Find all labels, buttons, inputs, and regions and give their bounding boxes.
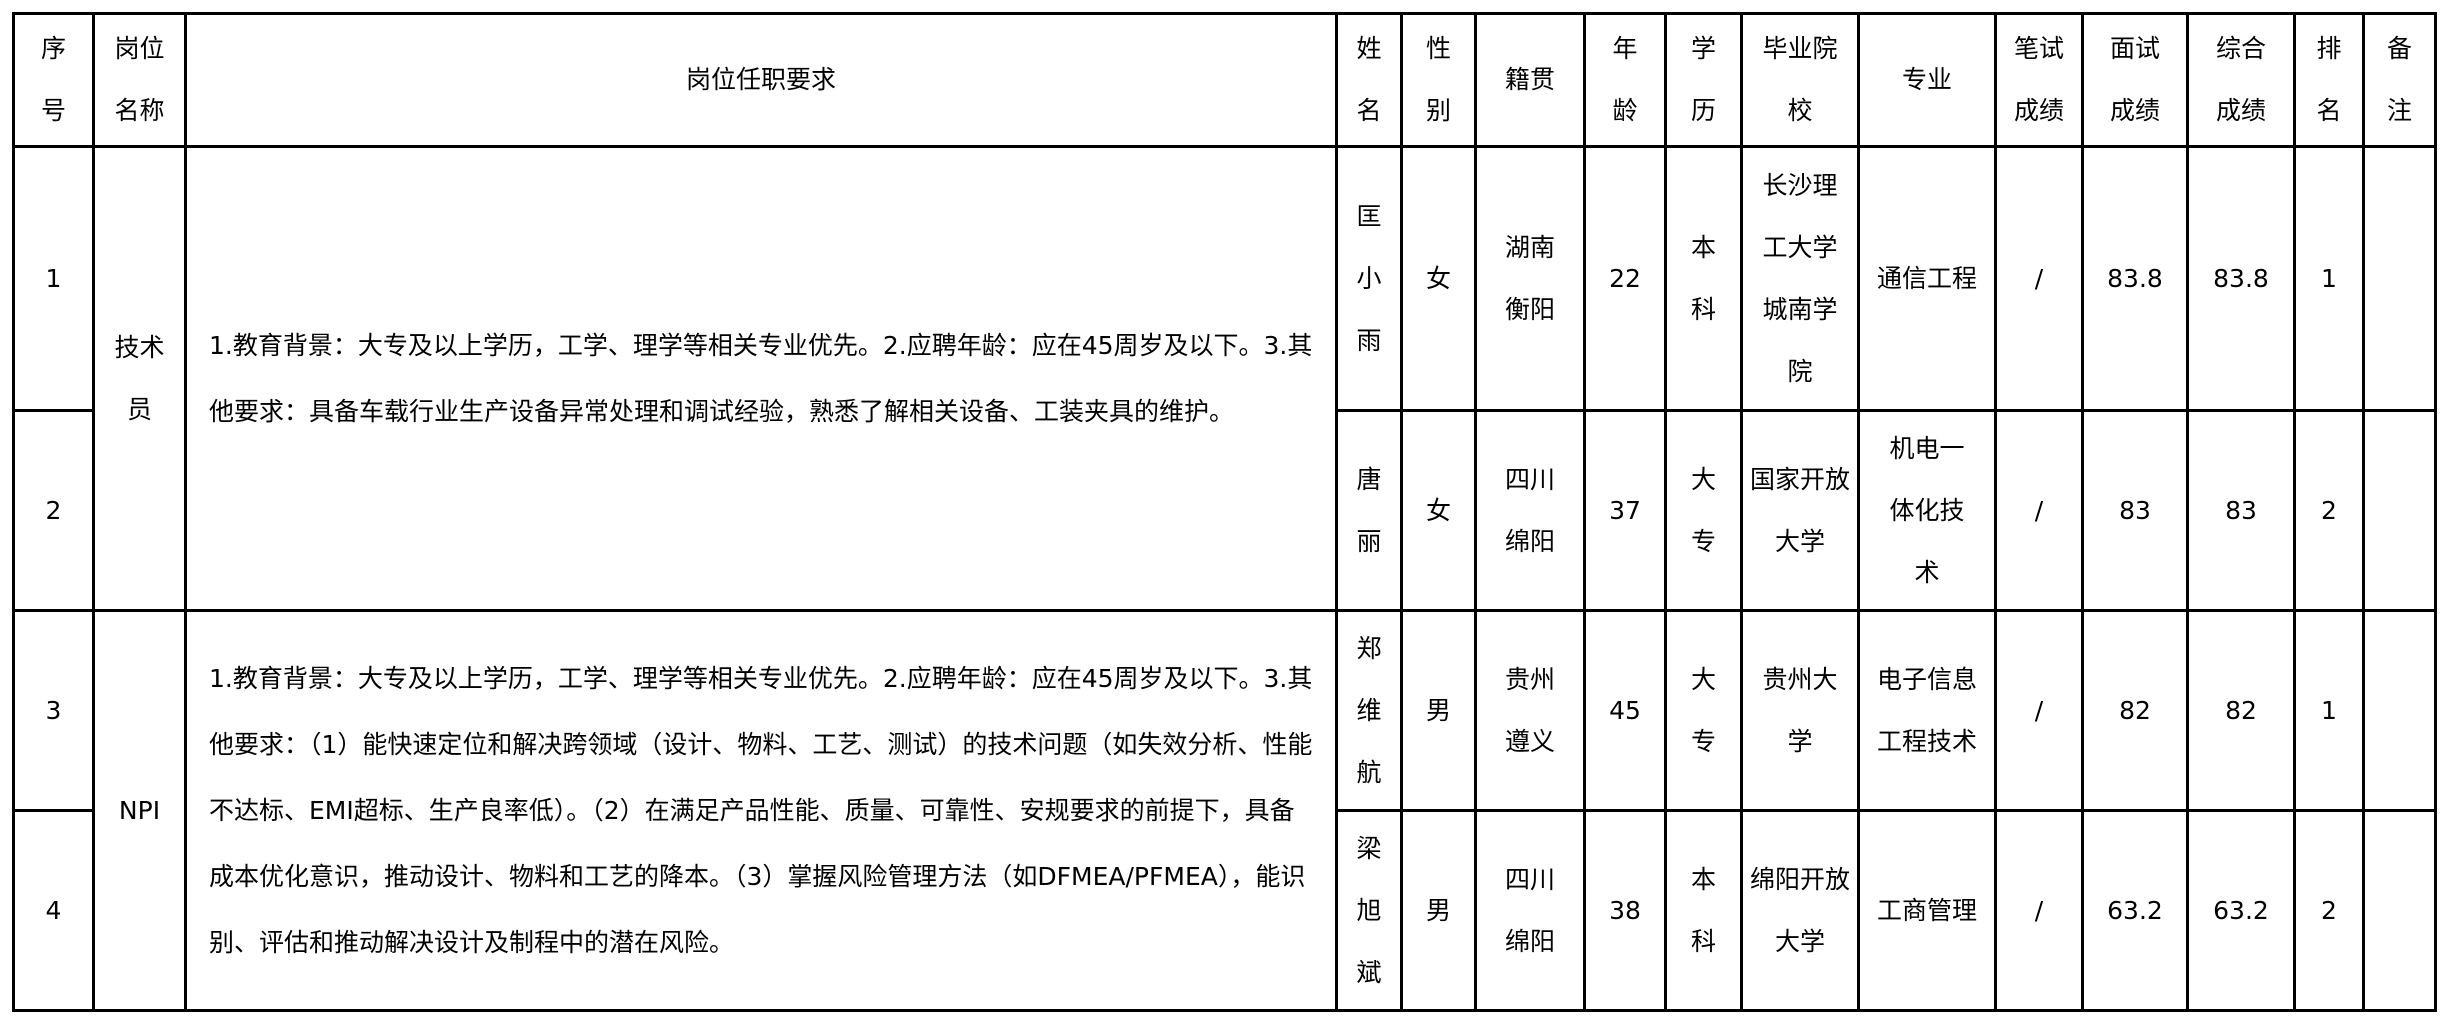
table-row: 4 梁旭斌 男 四川绵阳 38 本科 绵阳开放大学 工商管理 / 63.2 63… <box>12 809 2437 1012</box>
cell-written: / <box>1994 145 2084 412</box>
cell-education: 大专 <box>1664 409 1743 612</box>
cell-no: 4 <box>12 809 95 1012</box>
cell-major: 通信工程 <box>1857 145 1997 412</box>
cell-no: 1 <box>12 145 95 412</box>
cell-school: 贵州大学 <box>1740 609 1860 812</box>
cell-rank: 2 <box>2293 809 2365 1012</box>
cell-note <box>2362 145 2437 412</box>
cell-requirements: 1.教育背景：大专及以上学历，工学、理学等相关专业优先。2.应聘年龄：应在45周… <box>184 145 1338 612</box>
cell-no: 3 <box>12 609 95 812</box>
header-interview: 面试成绩 <box>2081 12 2189 148</box>
header-requirements: 岗位任职要求 <box>184 12 1338 148</box>
cell-origin: 四川绵阳 <box>1474 809 1586 1012</box>
cell-origin: 湖南衡阳 <box>1474 145 1586 412</box>
cell-total: 82 <box>2186 609 2296 812</box>
cell-position: 技术员 <box>92 145 187 612</box>
recruitment-results-table: 序号 岗位名称 岗位任职要求 姓名 性别 籍贯 年龄 学历 毕业院校 专业 笔试… <box>12 12 2437 1012</box>
header-name: 姓名 <box>1335 12 1403 148</box>
cell-age: 22 <box>1583 145 1667 412</box>
cell-note <box>2362 409 2437 612</box>
cell-position: NPI <box>92 609 187 1012</box>
cell-age: 45 <box>1583 609 1667 812</box>
header-age: 年龄 <box>1583 12 1667 148</box>
cell-major: 工商管理 <box>1857 809 1997 1012</box>
cell-written: / <box>1994 609 2084 812</box>
header-rank: 排名 <box>2293 12 2365 148</box>
cell-school: 国家开放大学 <box>1740 409 1860 612</box>
header-position: 岗位名称 <box>92 12 187 148</box>
header-total: 综合成绩 <box>2186 12 2296 148</box>
header-gender: 性别 <box>1400 12 1477 148</box>
cell-age: 37 <box>1583 409 1667 612</box>
cell-school: 绵阳开放大学 <box>1740 809 1860 1012</box>
header-row: 序号 岗位名称 岗位任职要求 姓名 性别 籍贯 年龄 学历 毕业院校 专业 笔试… <box>12 12 2437 148</box>
cell-school: 长沙理工大学城南学院 <box>1740 145 1860 412</box>
cell-name: 匡小雨 <box>1335 145 1403 412</box>
header-major: 专业 <box>1857 12 1997 148</box>
cell-name: 郑维航 <box>1335 609 1403 812</box>
table-row: 3 NPI 1.教育背景：大专及以上学历，工学、理学等相关专业优先。2.应聘年龄… <box>12 609 2437 1012</box>
cell-major: 电子信息工程技术 <box>1857 609 1997 812</box>
header-origin: 籍贯 <box>1474 12 1586 148</box>
cell-rank: 1 <box>2293 145 2365 412</box>
cell-major: 机电一体化技术 <box>1857 409 1997 612</box>
cell-gender: 男 <box>1400 809 1477 1012</box>
cell-interview: 82 <box>2081 609 2189 812</box>
cell-interview: 63.2 <box>2081 809 2189 1012</box>
cell-total: 83.8 <box>2186 145 2296 412</box>
cell-interview: 83.8 <box>2081 145 2189 412</box>
header-written: 笔试成绩 <box>1994 12 2084 148</box>
cell-education: 大专 <box>1664 609 1743 812</box>
cell-name: 唐丽 <box>1335 409 1403 612</box>
cell-rank: 2 <box>2293 409 2365 612</box>
cell-origin: 四川绵阳 <box>1474 409 1586 612</box>
cell-age: 38 <box>1583 809 1667 1012</box>
header-note: 备注 <box>2362 12 2437 148</box>
header-education: 学历 <box>1664 12 1743 148</box>
cell-gender: 女 <box>1400 409 1477 612</box>
header-school: 毕业院校 <box>1740 12 1860 148</box>
cell-written: / <box>1994 809 2084 1012</box>
cell-gender: 女 <box>1400 145 1477 412</box>
cell-requirements: 1.教育背景：大专及以上学历，工学、理学等相关专业优先。2.应聘年龄：应在45周… <box>184 609 1338 1012</box>
cell-gender: 男 <box>1400 609 1477 812</box>
cell-origin: 贵州遵义 <box>1474 609 1586 812</box>
cell-education: 本科 <box>1664 145 1743 412</box>
cell-education: 本科 <box>1664 809 1743 1012</box>
cell-name: 梁旭斌 <box>1335 809 1403 1012</box>
cell-written: / <box>1994 409 2084 612</box>
cell-no: 2 <box>12 409 95 612</box>
cell-note <box>2362 809 2437 1012</box>
cell-interview: 83 <box>2081 409 2189 612</box>
cell-total: 83 <box>2186 409 2296 612</box>
header-no: 序号 <box>12 12 95 148</box>
cell-total: 63.2 <box>2186 809 2296 1012</box>
cell-rank: 1 <box>2293 609 2365 812</box>
cell-note <box>2362 609 2437 812</box>
table-row: 2 唐丽 女 四川绵阳 37 大专 国家开放大学 机电一体化技术 / 83 83… <box>12 409 2437 612</box>
table-row: 1 技术员 1.教育背景：大专及以上学历，工学、理学等相关专业优先。2.应聘年龄… <box>12 145 2437 612</box>
